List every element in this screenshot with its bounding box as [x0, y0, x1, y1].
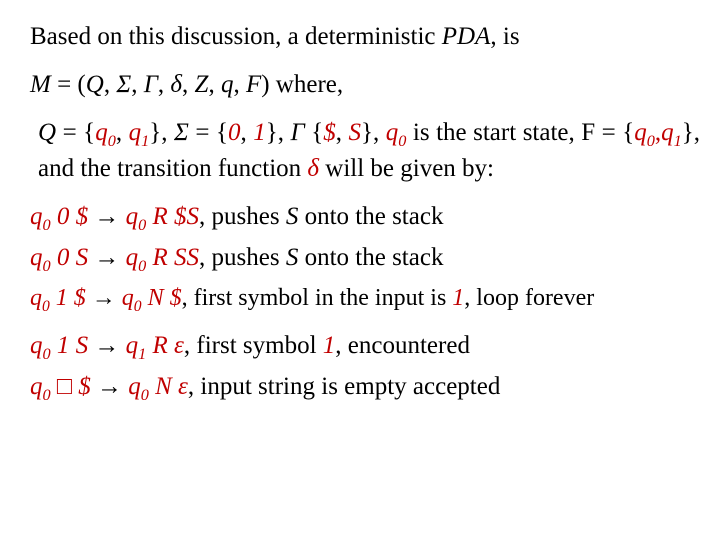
rule-3: q0 1 $ → q0 N $, first symbol in the inp… [30, 282, 700, 317]
rule-1: q0 0 $ → q0 R $S, pushes S onto the stac… [30, 200, 700, 237]
tuple-line: M = (Q, Σ, Γ, δ, Z, q, F) where, [30, 68, 700, 102]
rules-block: q0 0 $ → q0 R $S, pushes S onto the stac… [30, 200, 700, 407]
intro-line: Based on this discussion, a deterministi… [30, 20, 700, 54]
defs-block: Q = {q0, q1}, Σ = {0, 1}, Γ {$, S}, q0 i… [30, 116, 700, 187]
intro-t2: , is [490, 23, 519, 50]
rule-5: q0 □ $ → q0 N ε, input string is empty a… [30, 370, 700, 407]
M: M [30, 71, 51, 98]
intro-t1: Based on this discussion, a deterministi… [30, 23, 442, 50]
pda: PDA [442, 23, 491, 50]
rule-2: q0 0 S → q0 R SS, pushes S onto the stac… [30, 241, 700, 278]
rule-4: q0 1 S → q1 R ε, first symbol 1, encount… [30, 329, 700, 366]
